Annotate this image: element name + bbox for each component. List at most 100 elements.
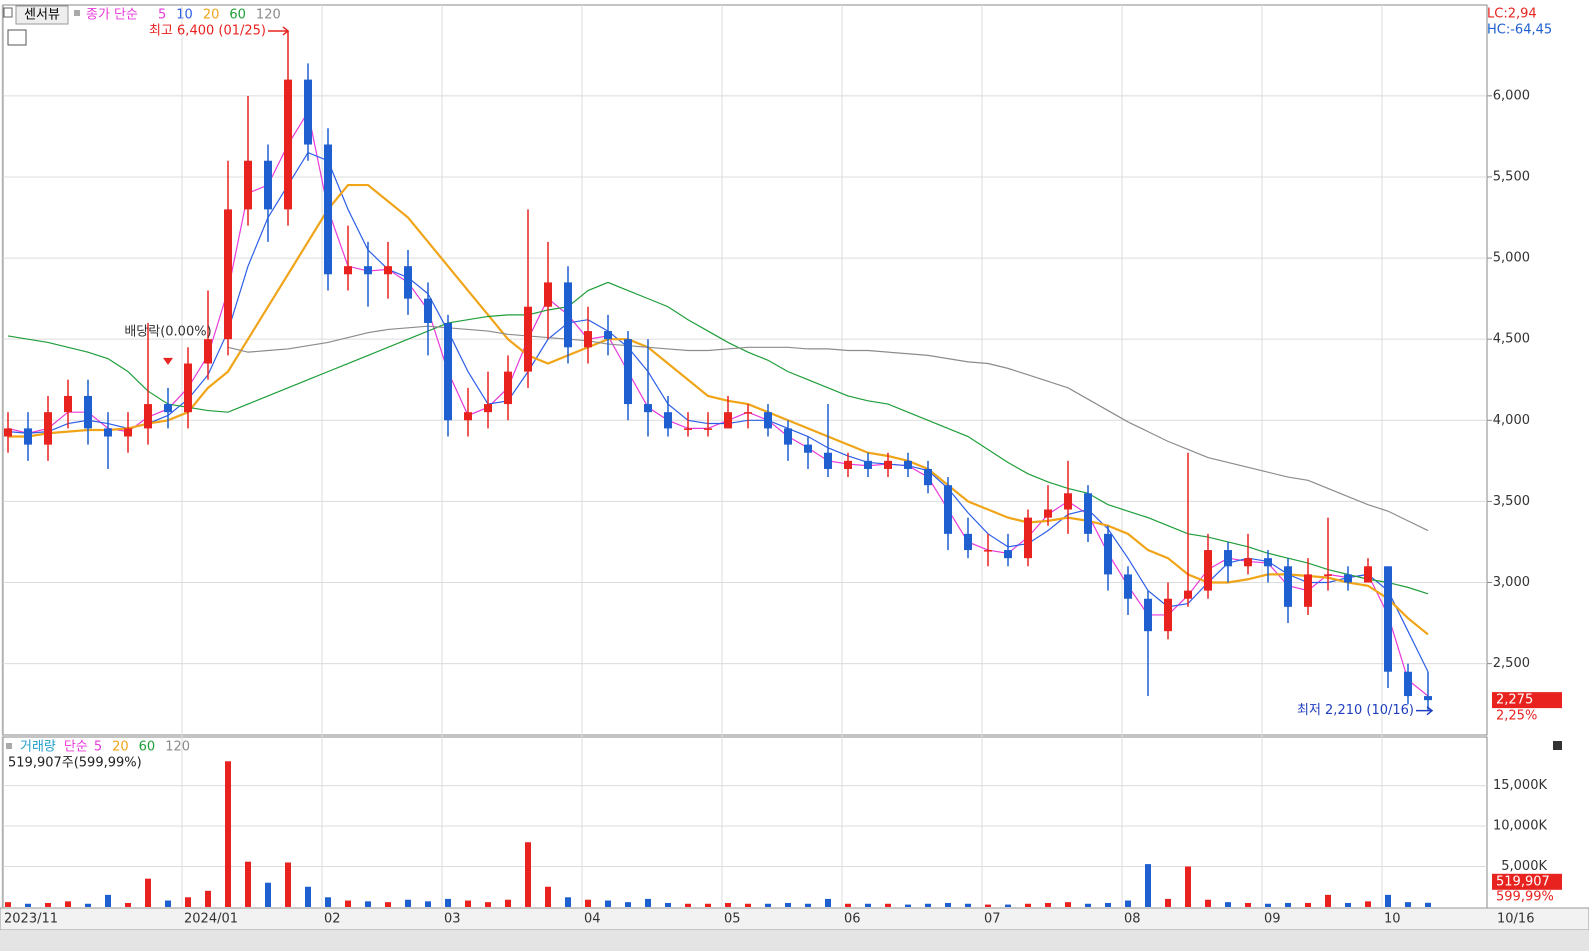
legend-item: 120 bbox=[256, 8, 281, 23]
candle-body bbox=[464, 412, 472, 421]
candle-body bbox=[44, 412, 52, 445]
volume-bar bbox=[1065, 902, 1071, 907]
volume-bar bbox=[85, 903, 91, 907]
scrollbar bbox=[0, 930, 1589, 951]
volume-bar bbox=[1045, 902, 1051, 907]
date-axis bbox=[0, 907, 1589, 931]
candle-body bbox=[744, 412, 752, 414]
volume-bar bbox=[105, 894, 111, 907]
volume-bar bbox=[885, 903, 891, 907]
volume-bar bbox=[625, 902, 631, 907]
y-tick-label: 4,500 bbox=[1493, 332, 1530, 347]
icon bbox=[6, 743, 12, 749]
volume-bar bbox=[325, 897, 331, 907]
x-tick-label: 06 bbox=[844, 912, 861, 927]
candle-body bbox=[184, 363, 192, 413]
candle-body bbox=[204, 339, 212, 364]
current-price: 2,275 bbox=[1496, 693, 1533, 708]
volume-ma-label: 단순 bbox=[64, 740, 88, 755]
volume-bar bbox=[965, 903, 971, 907]
candle-body bbox=[1264, 558, 1272, 567]
volume-bar bbox=[565, 897, 571, 907]
candle-body bbox=[604, 331, 612, 340]
volume-bar bbox=[825, 898, 831, 907]
volume-bar bbox=[1105, 902, 1111, 907]
candle-body bbox=[984, 550, 992, 552]
legend-item: 120 bbox=[165, 740, 190, 755]
volume-bar bbox=[465, 900, 471, 907]
ma-line bbox=[8, 183, 1429, 636]
candle-body bbox=[1404, 671, 1412, 697]
candle-body bbox=[484, 404, 492, 413]
icon bbox=[74, 10, 80, 16]
volume-bar bbox=[5, 902, 11, 907]
volume-bar bbox=[385, 902, 391, 907]
volume-bar bbox=[1125, 900, 1131, 907]
volume-bar bbox=[1025, 903, 1031, 907]
hc-label: HC:-64,45 bbox=[1487, 23, 1552, 38]
ma-line bbox=[7, 281, 1429, 595]
tab[interactable] bbox=[15, 5, 69, 25]
y-tick-label: 5,000K bbox=[1501, 859, 1547, 874]
x-tick-label: 05 bbox=[724, 912, 741, 927]
volume-bar bbox=[445, 898, 451, 907]
volume-bar bbox=[545, 886, 551, 907]
volume-bar bbox=[705, 903, 711, 907]
candle-body bbox=[964, 533, 972, 551]
x-tick-label: 2023/11 bbox=[4, 912, 58, 927]
tab-label[interactable]: 센서뷰 bbox=[24, 8, 60, 23]
candle-body bbox=[844, 460, 852, 469]
candle-body bbox=[104, 428, 112, 437]
candle-body bbox=[144, 404, 152, 429]
volume-bar bbox=[1385, 894, 1391, 907]
candle-body bbox=[444, 322, 452, 421]
y-tick-label: 6,000 bbox=[1493, 88, 1530, 103]
candle-body bbox=[244, 160, 252, 210]
volume-bar bbox=[765, 903, 771, 907]
volume-bar bbox=[145, 878, 151, 907]
close-button[interactable] bbox=[1553, 741, 1562, 750]
candle-body bbox=[84, 395, 92, 429]
volume-bar bbox=[265, 882, 271, 907]
volume-bar bbox=[505, 899, 511, 907]
candle-body bbox=[764, 412, 772, 429]
price-panel bbox=[2, 4, 1488, 736]
candle-body bbox=[404, 266, 412, 299]
candle-body bbox=[704, 428, 712, 430]
last-volume: 519,907 bbox=[1496, 874, 1550, 889]
volume-bar bbox=[1205, 899, 1211, 907]
volume-bar bbox=[285, 862, 291, 907]
volume-bar bbox=[1145, 864, 1151, 907]
volume-bar bbox=[1365, 901, 1371, 907]
candle-body bbox=[624, 339, 632, 405]
candle-body bbox=[264, 160, 272, 210]
candle-body bbox=[644, 404, 652, 413]
volume-bar bbox=[185, 897, 191, 907]
volume-box bbox=[1492, 873, 1562, 890]
candle-body bbox=[724, 412, 732, 429]
volume-bar bbox=[905, 904, 911, 907]
volume-bar bbox=[525, 842, 531, 907]
candle-body bbox=[124, 428, 132, 437]
candle-body bbox=[1044, 509, 1052, 518]
low-arrow bbox=[1416, 706, 1434, 716]
volume-bar bbox=[605, 900, 611, 907]
volume-bar bbox=[985, 904, 991, 907]
tab-icon bbox=[3, 7, 13, 18]
volume-bar bbox=[685, 903, 691, 907]
candle-body bbox=[884, 460, 892, 469]
candle-body bbox=[1124, 574, 1132, 599]
volume-bar bbox=[1005, 904, 1011, 907]
volume-bar bbox=[665, 902, 671, 907]
legend-item: 5 bbox=[94, 740, 102, 755]
volume-bar bbox=[25, 903, 31, 907]
candle-body bbox=[1324, 574, 1332, 576]
candle-body bbox=[664, 412, 672, 429]
grid-icon[interactable] bbox=[7, 29, 27, 46]
volume-bar bbox=[205, 890, 211, 907]
candle-body bbox=[4, 428, 12, 437]
candle-body bbox=[904, 460, 912, 469]
candle-body bbox=[24, 428, 32, 445]
volume-bar bbox=[165, 900, 171, 907]
